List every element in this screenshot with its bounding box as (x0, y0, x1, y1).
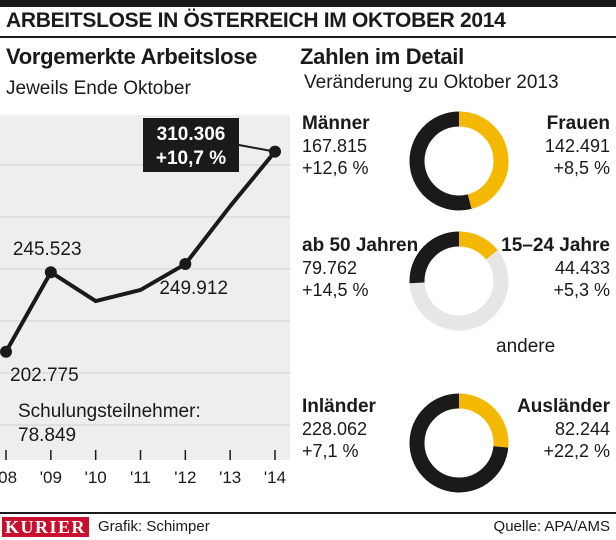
point-labels: 202.775 245.523 249.912 (10, 239, 228, 386)
left-title: Vorgemerkte Arbeitslose (6, 44, 258, 69)
women-change: +8,5 % (553, 158, 610, 178)
youth-value: 44.433 (554, 258, 610, 278)
highlight-value: 310.306 (157, 124, 226, 145)
x-tick-label: '10 (85, 468, 107, 487)
x-tick-labels: '08 '09 '10 '11 '12 '13 '14 (0, 450, 286, 487)
age-donut (409, 231, 509, 331)
foreign-name: Ausländer (517, 396, 610, 417)
x-tick-label: '14 (264, 468, 286, 487)
nationality-donut (409, 393, 509, 493)
youth-name: 15–24 Jahre (501, 235, 610, 256)
highlight-callout: 310.306 +10,7 % (143, 118, 276, 172)
left-subtitle: Jeweils Ende Oktober (6, 78, 191, 99)
top-bar (0, 0, 616, 7)
x-tick-label: '11 (130, 468, 151, 487)
men-label-block: Männer 167.815 +12,6 % (302, 113, 370, 179)
women-slice (458, 111, 509, 209)
line-chart: '08 '09 '10 '11 '12 '13 '14 202.775 245.523 249.… (0, 115, 290, 487)
highlight-change: +10,7 % (156, 148, 226, 169)
women-name: Frauen (546, 113, 610, 134)
men-value: 167.815 (302, 136, 368, 156)
x-tick-label: '13 (219, 468, 241, 487)
x-tick-label: '09 (40, 468, 62, 487)
highlight-box (143, 118, 239, 172)
highlight-connector (238, 144, 276, 153)
data-point (44, 266, 57, 279)
graphic-credit: Grafik: Schimper (98, 518, 210, 535)
age50-value: 79.762 (302, 258, 358, 278)
training-participants-note: Schulungsteilnehmer: 78.849 (18, 400, 201, 448)
training-participants-value: 78.849 (18, 425, 77, 446)
other-label: andere (496, 336, 556, 357)
data-point (179, 258, 192, 271)
kurier-logo: KURIER (2, 517, 90, 537)
foreign-slice (458, 393, 509, 448)
age50-label-block: ab 50 Jahren 79.762 +14,5 % (302, 235, 418, 301)
footer-rule (0, 512, 616, 514)
x-tick-label: '12 (174, 468, 196, 487)
foreign-change: +22,2 % (543, 441, 610, 461)
youth-slice (458, 231, 498, 260)
domestic-slice (409, 393, 509, 493)
right-title: Zahlen im Detail (300, 44, 464, 69)
headline-rule (0, 36, 616, 38)
age50-name: ab 50 Jahren (302, 235, 419, 256)
training-participants-label: Schulungsteilnehmer: (18, 401, 201, 422)
right-subtitle: Veränderung zu Oktober 2013 (304, 72, 559, 93)
data-point (0, 345, 12, 358)
foreign-value: 82.244 (554, 419, 610, 439)
youth-change: +5,3 % (553, 280, 610, 300)
data-point (269, 145, 281, 158)
point-label: 249.912 (159, 278, 228, 299)
point-label: 245.523 (13, 239, 82, 260)
domestic-change: +7,1 % (302, 441, 359, 461)
men-slice (409, 111, 472, 211)
youth-label-block: 15–24 Jahre 44.433 +5,3 % (501, 235, 610, 301)
gender-donut (409, 111, 509, 211)
other-slice (409, 250, 509, 331)
age50-slice (409, 231, 460, 284)
women-label-block: Frauen 142.491 +8,5 % (545, 113, 610, 179)
headline: ARBEITSLOSE IN ÖSTERREICH IM OKTOBER 201… (6, 9, 506, 32)
point-label: 202.775 (10, 365, 79, 386)
men-change: +12,6 % (302, 158, 369, 178)
domestic-label-block: Inländer 228.062 +7,1 % (302, 396, 376, 462)
domestic-value: 228.062 (302, 419, 368, 439)
women-value: 142.491 (544, 136, 610, 156)
age50-change: +14,5 % (302, 280, 369, 300)
source-note: Quelle: APA/AMS (493, 518, 610, 535)
domestic-name: Inländer (302, 396, 376, 417)
data-points (0, 145, 281, 358)
men-name: Männer (302, 113, 370, 134)
x-tick-label: '08 (0, 468, 17, 487)
foreign-label-block: Ausländer 82.244 +22,2 % (517, 396, 610, 462)
